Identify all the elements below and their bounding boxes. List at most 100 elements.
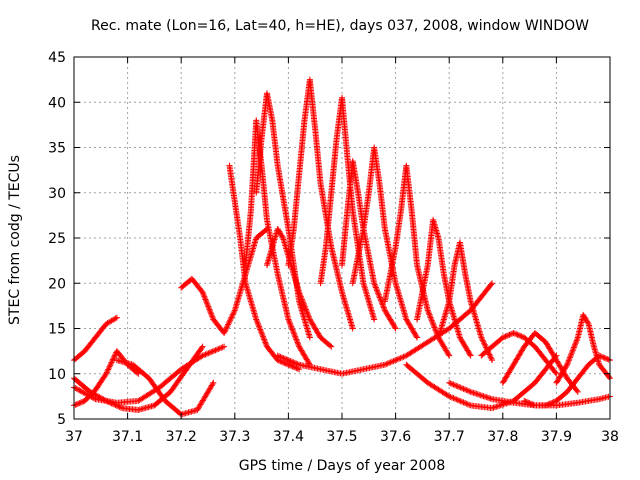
grid-lines [74, 57, 610, 419]
data-point-marker [449, 381, 456, 388]
y-tick-label: 35 [48, 141, 66, 157]
data-point-marker [111, 352, 118, 359]
data-point-marker [429, 318, 436, 325]
data-point-marker [305, 313, 312, 320]
data-point-marker [466, 401, 473, 408]
data-point-marker [302, 305, 309, 312]
data-point-marker [113, 314, 120, 321]
data-point-marker [198, 353, 205, 360]
data-point-marker [300, 299, 307, 306]
data-point-marker [571, 343, 578, 350]
data-point-marker [401, 353, 408, 360]
data-point-marker [456, 384, 463, 391]
data-point-marker [215, 346, 222, 353]
data-point-marker [456, 397, 463, 404]
data-point-marker [375, 290, 382, 297]
data-point-marker [290, 329, 297, 336]
data-point-marker [218, 344, 225, 351]
data-point-marker [81, 390, 88, 397]
data-point-marker [464, 387, 471, 394]
series-sat-23 [553, 311, 613, 386]
data-point-marker [202, 296, 209, 303]
data-point-marker [451, 395, 458, 402]
data-point-marker [447, 393, 454, 400]
x-axis-ticks: 37 37.1 37.2 37.3 37.4 37.5 37.6 37.7 37.8 37.9 38 [65, 57, 619, 445]
data-point-marker [208, 312, 215, 319]
data-point-marker [211, 347, 218, 354]
data-point-marker [573, 338, 580, 345]
data-point-marker [574, 335, 581, 342]
data-point-marker [117, 404, 124, 411]
data-point-marker [262, 339, 269, 346]
data-point-marker [226, 318, 233, 325]
data-point-marker [372, 284, 379, 291]
data-point-marker [73, 401, 80, 408]
data-point-marker [284, 361, 291, 368]
data-point-marker [393, 356, 400, 363]
data-point-marker [454, 396, 461, 403]
data-point-marker [294, 361, 301, 368]
data-point-marker [111, 353, 118, 360]
data-point-marker [297, 293, 304, 300]
data-point-marker [260, 333, 267, 340]
data-point-marker [294, 339, 301, 346]
x-tick-label: 37.1 [112, 429, 143, 445]
data-point-marker [277, 353, 284, 360]
y-tick-label: 15 [48, 322, 66, 338]
data-point-marker [377, 297, 384, 304]
series-sat-09 [253, 90, 313, 341]
data-point-marker [461, 386, 468, 393]
data-markers [71, 76, 613, 418]
x-tick-label: 37.3 [219, 429, 250, 445]
data-point-marker [464, 401, 471, 408]
data-point-marker [259, 332, 266, 339]
data-point-marker [425, 310, 432, 317]
data-point-marker [489, 280, 496, 287]
data-point-marker [517, 332, 524, 339]
data-point-marker [212, 347, 219, 354]
data-point-marker [221, 328, 228, 335]
data-point-marker [502, 333, 509, 340]
data-point-marker [573, 337, 580, 344]
data-point-marker [305, 312, 312, 319]
data-point-marker [206, 349, 213, 356]
data-point-marker [479, 335, 486, 342]
data-point-marker [200, 290, 207, 297]
data-point-marker [205, 350, 212, 357]
series-sat-02 [71, 314, 120, 364]
data-point-marker [293, 337, 300, 344]
data-point-marker [463, 400, 470, 407]
data-point-marker [227, 315, 234, 322]
data-point-marker [479, 337, 486, 344]
data-point-marker [224, 322, 231, 329]
data-point-marker [91, 395, 98, 402]
data-point-marker [88, 393, 95, 400]
data-point-marker [254, 320, 261, 327]
data-point-marker [102, 372, 109, 379]
data-point-marker [201, 295, 208, 302]
data-point-marker [467, 352, 474, 359]
data-point-marker [274, 352, 281, 359]
data-point-marker [299, 297, 306, 304]
data-point-marker [564, 360, 571, 367]
data-point-marker [373, 287, 380, 294]
data-point-marker [514, 331, 521, 338]
data-point-marker [399, 354, 406, 361]
data-point-marker [427, 314, 434, 321]
data-point-marker [451, 382, 458, 389]
data-point-marker [205, 305, 212, 312]
data-point-marker [257, 327, 264, 334]
chart-title: Rec. mate (Lon=16, Lat=40, h=HE), days 0… [91, 18, 589, 34]
data-point-marker [466, 388, 473, 395]
data-point-marker [450, 381, 457, 388]
data-point-marker [287, 358, 294, 365]
data-point-marker [260, 335, 267, 342]
data-point-marker [565, 358, 572, 365]
data-point-marker [109, 356, 116, 363]
data-point-marker [298, 296, 305, 303]
data-point-marker [79, 399, 86, 406]
data-point-marker [288, 358, 295, 365]
data-point-marker [482, 343, 489, 350]
data-point-marker [222, 327, 229, 334]
data-point-marker [202, 351, 209, 358]
